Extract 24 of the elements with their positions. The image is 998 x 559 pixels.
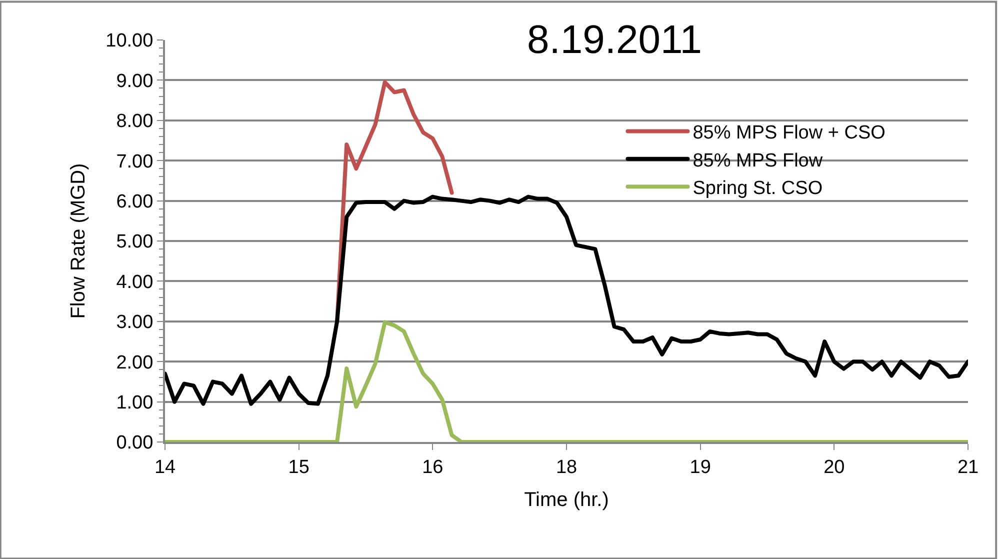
x-tick-label: 14 [154,456,176,478]
y-tick-label: 8.00 [116,111,154,132]
x-tick-label: 21 [957,456,979,478]
x-tick-label: 15 [288,456,310,478]
chart-title: 8.19.2011 [527,18,702,62]
y-tick-label: 1.00 [116,392,154,414]
legend-label: Spring St. CSO [692,178,823,200]
x-tick-label: 18 [556,456,578,478]
y-tick-label: 6.00 [116,191,154,212]
x-axis-title: Time (hr.) [524,488,609,511]
legend-label: 85% MPS Flow [692,150,823,172]
legend-label: 85% MPS Flow + CSO [692,122,886,144]
y-tick-label: 7.00 [116,151,154,172]
x-tick-label: 19 [690,456,711,478]
y-tick-label: 2.00 [116,352,154,374]
x-tick-label: 16 [422,456,444,478]
x-tick-label: 20 [824,456,845,478]
y-axis-title: Flow Rate (MGD) [68,163,90,319]
y-tick-label: 10.00 [106,30,154,52]
y-tick-label: 9.00 [116,70,154,92]
y-tick-label: 5.00 [116,232,154,253]
y-tick-label: 4.00 [116,272,154,293]
y-tick-label: 3.00 [116,312,154,334]
y-tick-label: 0.00 [116,432,154,454]
